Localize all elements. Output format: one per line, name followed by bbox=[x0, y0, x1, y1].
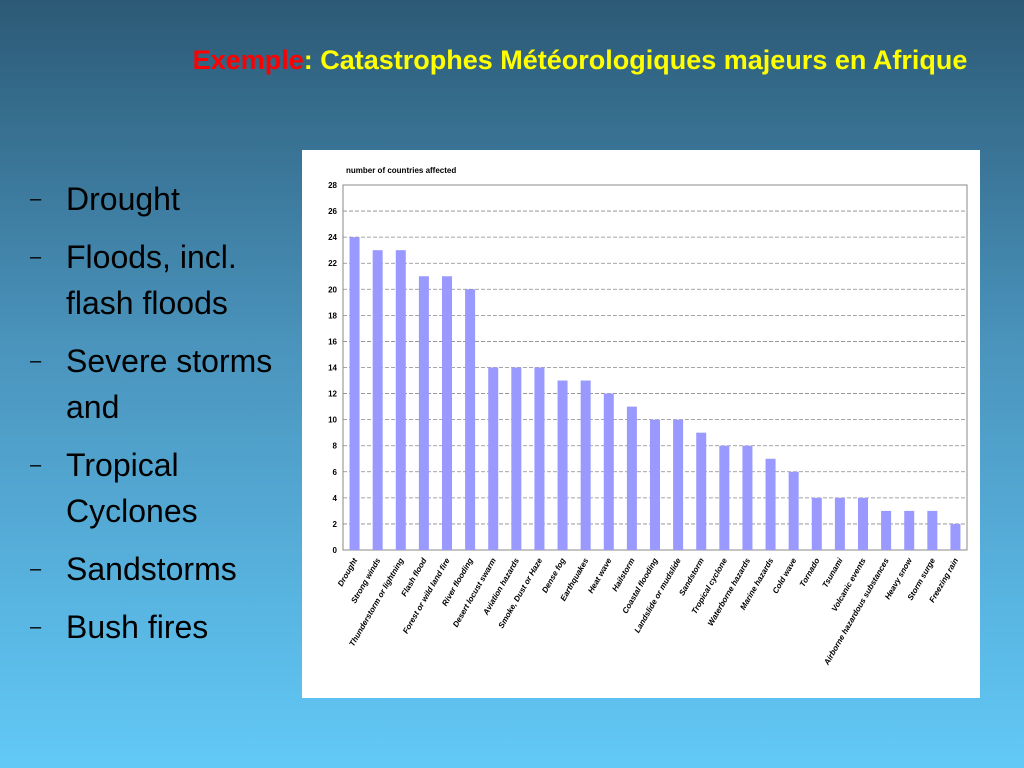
y-tick-label: 22 bbox=[328, 259, 337, 268]
bullet: Severe storms and bbox=[30, 338, 290, 430]
bullet-list: Drought Floods, incl. flash floods Severe … bbox=[30, 176, 290, 662]
bar bbox=[626, 406, 637, 550]
bar bbox=[580, 380, 591, 550]
y-tick-label: 4 bbox=[333, 494, 338, 503]
y-axis-label: number of countries affected bbox=[346, 166, 456, 175]
bullet: Tropical Cyclones bbox=[30, 442, 290, 534]
bar bbox=[465, 289, 476, 550]
y-tick-label: 18 bbox=[328, 311, 337, 320]
y-tick-label: 16 bbox=[328, 337, 337, 346]
bar bbox=[765, 458, 776, 550]
bar bbox=[511, 367, 522, 550]
bar bbox=[742, 445, 753, 550]
bar bbox=[603, 393, 614, 550]
bar bbox=[719, 445, 730, 550]
chart: number of countries affected 02468101214… bbox=[302, 150, 980, 698]
bar bbox=[418, 276, 429, 550]
bar bbox=[442, 276, 452, 550]
bar bbox=[650, 419, 660, 550]
y-tick-label: 28 bbox=[328, 181, 337, 190]
bar bbox=[927, 510, 938, 550]
bullet: Drought bbox=[30, 176, 290, 222]
bar bbox=[834, 497, 845, 550]
bar bbox=[557, 380, 568, 550]
y-tick-label: 14 bbox=[328, 364, 337, 373]
bar bbox=[858, 497, 868, 550]
bullet: Sandstorms bbox=[30, 546, 290, 592]
y-tick-label: 12 bbox=[328, 390, 337, 399]
bar bbox=[673, 419, 684, 550]
chart-background bbox=[302, 150, 980, 698]
y-tick-label: 10 bbox=[328, 416, 337, 425]
y-tick-label: 24 bbox=[328, 233, 337, 242]
bar bbox=[349, 237, 360, 550]
title-prefix: Exemple bbox=[192, 45, 304, 75]
bar bbox=[788, 471, 799, 550]
bar bbox=[372, 250, 383, 550]
bullet: Floods, incl. flash floods bbox=[30, 234, 290, 326]
y-tick-label: 6 bbox=[333, 468, 338, 477]
y-tick-label: 2 bbox=[333, 520, 338, 529]
bar bbox=[534, 367, 545, 550]
bar bbox=[950, 523, 961, 550]
slide-title: Exemple: Catastrophes Météorologiques ma… bbox=[140, 40, 1020, 80]
y-tick-label: 8 bbox=[333, 442, 338, 451]
y-tick-label: 0 bbox=[333, 546, 338, 555]
bar bbox=[696, 432, 707, 550]
bullet: Bush fires bbox=[30, 604, 290, 650]
bar bbox=[881, 510, 892, 550]
bar bbox=[395, 250, 406, 550]
y-tick-label: 26 bbox=[328, 207, 337, 216]
y-tick-label: 20 bbox=[328, 285, 337, 294]
title-text: : Catastrophes Météorologiques majeurs e… bbox=[303, 45, 968, 75]
bar bbox=[488, 367, 499, 550]
bar bbox=[904, 510, 915, 550]
bar bbox=[811, 497, 822, 550]
